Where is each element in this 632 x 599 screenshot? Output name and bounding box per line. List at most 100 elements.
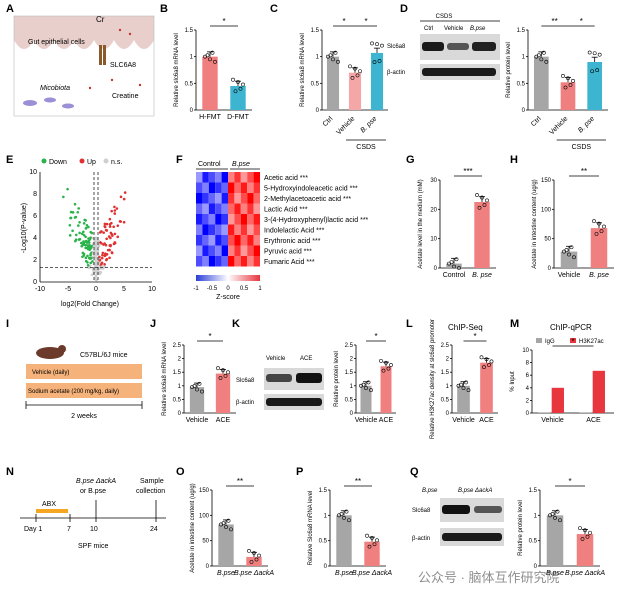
heatmap-cell [234, 193, 241, 204]
heatmap-cell [215, 193, 222, 204]
heatmap-cell [234, 256, 241, 267]
data-point [480, 195, 484, 200]
volcano-point [68, 223, 72, 227]
panel-label-g: G [406, 154, 415, 166]
legend-igg: IgG [545, 339, 555, 345]
volcano-point [80, 244, 83, 248]
data-point [208, 57, 212, 62]
heatmap-cell [247, 235, 254, 246]
volcano-point [107, 235, 111, 238]
bar [446, 263, 462, 268]
lane-ctrl: Ctrl [424, 26, 433, 32]
volcano-point [103, 254, 107, 258]
m-title: ChIP-qPCR [550, 323, 592, 332]
y-tick-label: 1.5 [185, 28, 194, 34]
cr-label: Cr [96, 15, 105, 24]
heatmap-cell [196, 182, 203, 193]
metabolite-label: Acetic acid *** [264, 175, 308, 182]
bar [218, 524, 234, 566]
data-point [566, 76, 570, 81]
acetate-bar [26, 383, 142, 398]
data-point [364, 386, 368, 390]
band [422, 42, 444, 51]
lane-bpse: B.pse [422, 488, 438, 494]
volcano-point [86, 247, 90, 251]
volcano-point [94, 258, 97, 262]
band [266, 374, 292, 382]
volcano-point [94, 261, 98, 265]
y-tick-label: 2.5 [441, 343, 450, 349]
volcano-point [115, 207, 119, 210]
heatmap-cell [196, 193, 203, 204]
x-tick-label: B.pse ΔackA [352, 570, 392, 577]
volcano-point [82, 222, 86, 225]
zscore-colorbar [196, 275, 260, 281]
heatmap-cell [240, 214, 248, 225]
legend-h3k27ac: H3K27ac [579, 339, 604, 345]
volcano-point [84, 227, 88, 230]
volcano-point [83, 243, 87, 247]
volcano-point [105, 253, 109, 256]
x-tick-label: -10 [35, 286, 45, 293]
data-point [252, 551, 256, 555]
y-tick-label: 1.5 [517, 28, 526, 34]
data-point [367, 544, 372, 549]
volcano-point [97, 261, 101, 265]
tick-10: 10 [90, 526, 98, 533]
legend-up: Up [87, 159, 96, 166]
blot-header: CSDS [436, 14, 453, 20]
metabolite-label: 3-(4-Hydroxyphenyl)lactic acid *** [264, 217, 369, 224]
panel-label-q: Q [410, 466, 419, 478]
bar [474, 202, 490, 268]
bar [551, 387, 564, 413]
y-tick-label: 0.5 [529, 539, 538, 545]
volcano-point [85, 241, 89, 244]
data-point [195, 387, 199, 392]
x-tick-label: B. pse [472, 272, 492, 279]
legend-dot-down [41, 158, 47, 164]
y-tick-label: 0.5 [173, 397, 182, 403]
volcano-point [108, 248, 111, 252]
data-point [489, 359, 494, 364]
bar [348, 72, 362, 110]
data-point [585, 534, 590, 539]
chart-k: 0 0.5 1 1.5 2 2.5 Relative protein level Vehicl… [334, 332, 396, 424]
x-tick-label: Ctrl [530, 115, 543, 128]
y-tick-label: 100 [541, 207, 552, 213]
bacteria-shape-2 [44, 97, 56, 103]
volcano-point [110, 251, 114, 255]
volcano-point [74, 238, 78, 242]
data-point [353, 66, 357, 71]
blot-row-actin: β-actin [236, 400, 254, 406]
y-axis-label: Relative Slc6a8 mRNA level [308, 491, 314, 566]
data-point [336, 59, 340, 64]
data-point [226, 518, 231, 523]
zscore-scale: -1 -0.5 0 0.5 1 [193, 286, 262, 292]
heatmap-cell [253, 182, 260, 193]
data-point [588, 530, 592, 535]
heatmap-cell [253, 235, 260, 246]
heatmap-cell [221, 256, 228, 267]
band [472, 42, 496, 51]
y-tick-label: 0 [178, 411, 182, 417]
volcano-point [69, 210, 73, 214]
mouse-icon [36, 347, 64, 359]
volcano-point [94, 256, 98, 259]
bar [534, 56, 549, 110]
bar [560, 82, 576, 110]
chart-j: 0 0.5 1 1.5 2 2.5 Relative slc6a8 mRNA level Ve… [162, 332, 236, 424]
volcano-point [71, 229, 74, 233]
volcano-point [118, 220, 122, 223]
heatmap-cell [208, 182, 216, 193]
volcano-point [96, 263, 99, 267]
legend-ns: n.s. [111, 159, 122, 166]
volcano-point [109, 231, 113, 235]
data-point [200, 389, 204, 394]
bar [215, 373, 231, 413]
data-point [558, 518, 562, 523]
volcano-point [84, 256, 88, 260]
volcano-point [78, 237, 82, 241]
x-tick-label: Control [443, 272, 466, 279]
volcano-point [95, 240, 98, 244]
heatmap-labels: Acetic acid *** 5-Hydroxyindoleacetic aci… [264, 175, 369, 266]
